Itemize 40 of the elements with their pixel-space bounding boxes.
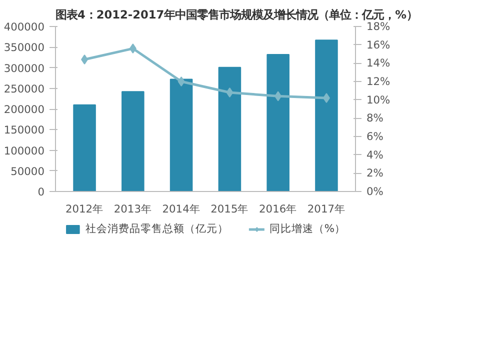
y2-tick-label: 0%: [366, 185, 384, 198]
y-tick-label: 100000: [4, 144, 45, 158]
y-tick-label: 0: [38, 186, 45, 198]
point: [226, 88, 234, 98]
y2-tick-label: 6%: [366, 130, 384, 143]
x-tick-label: 2014年: [162, 202, 200, 216]
bar: [218, 66, 242, 192]
y2-tick-label: 8%: [366, 112, 384, 125]
legend-label: 社会消费品零售总额（亿元）: [85, 222, 228, 236]
y-tick-label: 250000: [4, 82, 45, 96]
chart-title: 图表4：2012-2017年中国零售市场规模及增长情况（单位：亿元，%）: [56, 8, 418, 22]
y-tick-label: 300000: [4, 62, 45, 75]
y-tick-label: 200000: [4, 103, 45, 116]
point: [129, 44, 136, 54]
point: [81, 54, 88, 64]
point: [274, 91, 282, 102]
bar: [266, 54, 290, 192]
y2-tick-label: 12%: [366, 75, 390, 88]
x-tick-label: 2013年: [114, 202, 152, 216]
point: [322, 93, 330, 103]
y-tick-label: 350000: [4, 41, 45, 54]
x-tick-label: 2017年: [307, 202, 346, 216]
bar: [73, 104, 96, 192]
y2-tick-label: 10%: [366, 93, 390, 106]
y-tick-label: 50000: [10, 164, 45, 178]
x-tick-label: 2016年: [259, 202, 298, 216]
y-tick-label: 150000: [4, 124, 45, 137]
x-tick-label: 2012年: [65, 202, 104, 216]
bar: [315, 40, 338, 192]
bar: [122, 91, 144, 192]
bar: [170, 78, 193, 192]
y2-tick-label: 14%: [366, 56, 390, 70]
legend-label: 同比增速（%）: [269, 222, 346, 236]
y2-tick-label: 2%: [366, 166, 384, 180]
x-tick-label: 2015年: [210, 202, 249, 216]
y2-tick-label: 18%: [366, 20, 390, 33]
y2-tick-label: 16%: [366, 38, 390, 52]
y2-tick-label: 4%: [366, 148, 384, 162]
point: [178, 76, 185, 86]
y-tick-label: 400000: [4, 20, 45, 34]
